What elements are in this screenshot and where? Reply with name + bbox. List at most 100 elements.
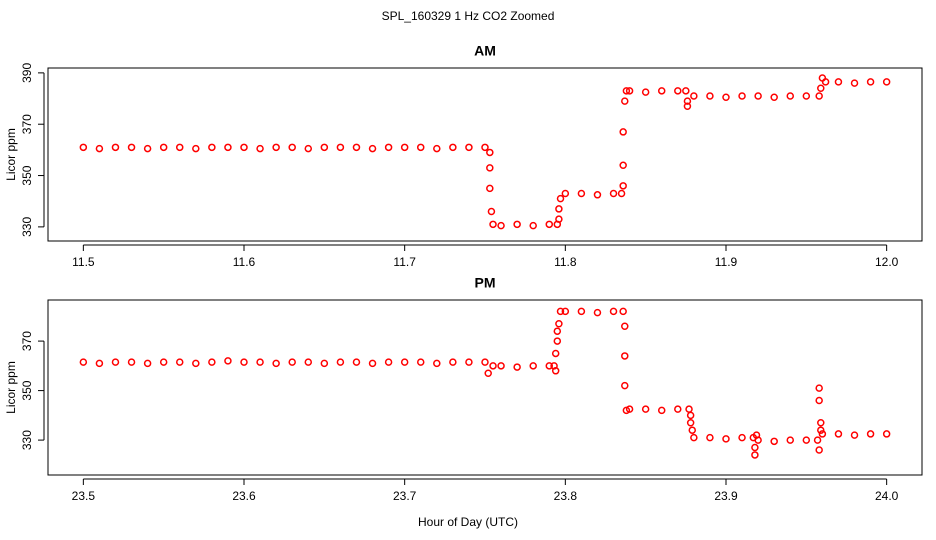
- data-point: [686, 419, 695, 427]
- data-point: [486, 164, 494, 172]
- data-point: [175, 358, 184, 366]
- data-point: [368, 359, 377, 368]
- data-point: [553, 337, 562, 345]
- data-point: [352, 358, 361, 366]
- data-point: [561, 189, 570, 198]
- data-point: [619, 307, 627, 316]
- data-point: [738, 433, 746, 442]
- data-point: [625, 405, 634, 413]
- x-tick-label: 11.7: [393, 255, 416, 269]
- data-point: [625, 87, 634, 95]
- data-point: [619, 182, 627, 190]
- data-point: [657, 87, 666, 95]
- data-point: [352, 143, 361, 152]
- x-axis-label: Hour of Day (UTC): [418, 515, 518, 529]
- data-point: [449, 358, 457, 366]
- data-point: [304, 144, 313, 153]
- data-point: [433, 144, 441, 153]
- data-point: [770, 437, 778, 446]
- data-point: [240, 358, 248, 366]
- data-point: [143, 144, 152, 153]
- plot-frame: [47, 299, 923, 476]
- data-point: [304, 358, 313, 366]
- data-point: [336, 143, 345, 152]
- data-point: [400, 143, 409, 152]
- data-point: [513, 220, 521, 229]
- data-point: [288, 358, 296, 366]
- data-point: [621, 322, 629, 330]
- data-point: [817, 426, 825, 434]
- y-tick-label: 330: [20, 430, 34, 450]
- data-point: [619, 161, 627, 170]
- data-point: [555, 320, 563, 328]
- data-point: [208, 143, 216, 152]
- y-tick-label: 390: [20, 63, 34, 83]
- data-point: [754, 436, 762, 444]
- y-axis-label: Licor ppm: [4, 361, 18, 414]
- data-point: [609, 189, 618, 198]
- x-tick-label: 23.6: [232, 489, 256, 503]
- data-point: [192, 359, 200, 368]
- data-point: [657, 406, 666, 415]
- y-tick-label: 330: [20, 217, 34, 237]
- data-point: [754, 92, 762, 100]
- data-point: [489, 362, 497, 370]
- data-point: [621, 381, 629, 390]
- data-point: [513, 363, 521, 371]
- data-point: [817, 84, 825, 93]
- data-point: [722, 93, 730, 102]
- data-point: [674, 405, 682, 413]
- panel-title: PM: [475, 275, 496, 291]
- data-point: [850, 431, 859, 439]
- data-point: [192, 144, 200, 153]
- data-point: [555, 215, 563, 223]
- data-point: [751, 451, 759, 459]
- data-point: [866, 78, 875, 86]
- x-tick-label: 23.8: [554, 489, 578, 503]
- data-point: [79, 358, 88, 366]
- data-point: [621, 352, 629, 360]
- x-tick-label: 11.6: [233, 255, 256, 269]
- data-point: [497, 221, 505, 230]
- data-point: [688, 426, 697, 434]
- y-tick-label: 370: [20, 114, 34, 134]
- data-point: [111, 143, 120, 152]
- data-point: [577, 307, 586, 316]
- data-point: [815, 384, 823, 392]
- data-point: [834, 78, 843, 86]
- data-point: [486, 184, 494, 193]
- x-tick-label: 23.9: [714, 489, 738, 503]
- data-point: [556, 194, 565, 203]
- data-point: [683, 102, 692, 110]
- data-point: [818, 430, 827, 438]
- data-point: [256, 144, 264, 153]
- y-tick-label: 370: [20, 331, 34, 351]
- data-point: [449, 143, 457, 152]
- data-point: [545, 220, 554, 229]
- data-point: [815, 92, 823, 100]
- data-point: [487, 207, 496, 216]
- data-point: [619, 128, 627, 136]
- data-point: [621, 97, 629, 105]
- data-point: [484, 369, 492, 378]
- data-point: [690, 92, 698, 100]
- data-point: [400, 358, 409, 366]
- data-point: [368, 144, 377, 153]
- data-point: [224, 357, 232, 365]
- data-point: [641, 88, 650, 96]
- data-point: [674, 87, 682, 95]
- data-point: [751, 443, 759, 452]
- data-point: [882, 78, 891, 86]
- data-point: [609, 307, 618, 316]
- data-point: [175, 143, 184, 152]
- data-point: [256, 358, 264, 366]
- x-tick-label: 12.0: [875, 255, 899, 269]
- data-point: [786, 436, 795, 444]
- x-tick-label: 23.7: [393, 489, 417, 503]
- data-point: [815, 446, 823, 454]
- data-point: [486, 148, 494, 157]
- x-tick-label: 23.5: [72, 489, 96, 503]
- figure-title: SPL_160329 1 Hz CO2 Zoomed: [382, 9, 555, 23]
